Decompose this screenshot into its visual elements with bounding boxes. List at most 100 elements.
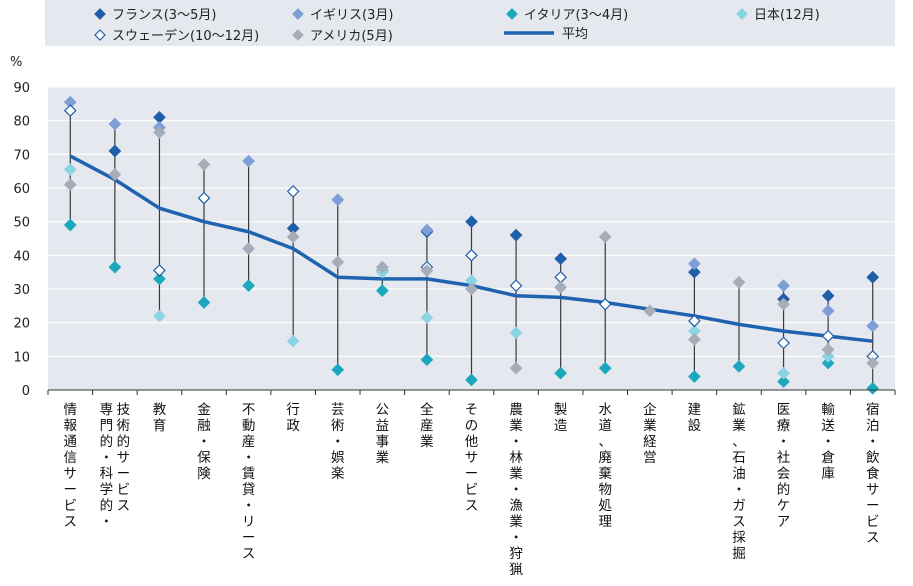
data-point bbox=[420, 223, 434, 237]
legend: フランス(3～5月) イギリス(3月) イタリア(3～4月) 日本(12月) スウェーデ… bbox=[45, 0, 895, 46]
data-point bbox=[420, 264, 434, 277]
category-label: 医療・社会的ケア bbox=[777, 402, 791, 530]
data-point bbox=[420, 353, 434, 367]
category-label: 教育 bbox=[153, 402, 167, 434]
data-point bbox=[688, 265, 701, 279]
data-point bbox=[153, 309, 166, 323]
data-point bbox=[866, 270, 880, 284]
data-point bbox=[821, 349, 835, 363]
data-point bbox=[375, 284, 389, 298]
data-point bbox=[286, 230, 300, 244]
category-label: 輸送・倉庫 bbox=[821, 402, 835, 482]
data-point bbox=[375, 260, 389, 274]
category-label: 公益事業 bbox=[376, 402, 390, 466]
data-point bbox=[108, 168, 122, 181]
category-label: 企業経営 bbox=[643, 401, 657, 466]
data-point bbox=[63, 163, 77, 176]
data-point bbox=[108, 117, 122, 131]
data-point bbox=[465, 373, 478, 387]
data-point bbox=[688, 370, 701, 383]
data-point bbox=[598, 230, 612, 244]
data-point bbox=[63, 178, 77, 191]
data-point bbox=[821, 304, 835, 318]
data-point bbox=[688, 257, 701, 271]
data-points bbox=[63, 95, 880, 395]
data-point bbox=[242, 279, 255, 292]
data-point bbox=[197, 191, 211, 205]
range-lines bbox=[69, 102, 874, 389]
data-point bbox=[286, 334, 300, 348]
data-point bbox=[554, 366, 568, 380]
data-point bbox=[242, 242, 255, 255]
legend-label: アメリカ(5月) bbox=[310, 29, 393, 44]
y-tick-label: 20 bbox=[13, 317, 30, 332]
data-point bbox=[554, 252, 568, 266]
category-label: 専門的・科学的・ bbox=[100, 402, 114, 530]
legend-label: イタリア(3～4月) bbox=[524, 8, 628, 23]
legend-label: 平均 bbox=[562, 27, 588, 42]
y-axis: 0 10 20 30 40 50 60 70 80 90% bbox=[10, 55, 895, 399]
y-tick-label: 10 bbox=[13, 350, 30, 365]
data-point bbox=[63, 218, 77, 232]
data-point bbox=[777, 297, 790, 311]
legend-label: スウェーデン(10～12月) bbox=[112, 28, 259, 44]
legend-swatch-marker bbox=[94, 29, 106, 41]
y-tick-label: 40 bbox=[13, 249, 30, 264]
data-point bbox=[465, 282, 478, 296]
data-point bbox=[286, 185, 300, 198]
category-label: 鉱業、石油・ガス採掘 bbox=[732, 402, 746, 562]
y-tick-label: 90 bbox=[13, 81, 30, 96]
data-point bbox=[866, 319, 880, 333]
data-point bbox=[598, 297, 612, 311]
legend-swatch-marker bbox=[506, 8, 518, 20]
data-point bbox=[688, 314, 701, 328]
data-point bbox=[821, 343, 835, 356]
data-point bbox=[242, 154, 255, 168]
category-label: 行政 bbox=[286, 402, 300, 434]
data-point bbox=[153, 272, 166, 286]
data-point bbox=[688, 333, 701, 346]
data-point bbox=[509, 326, 523, 340]
data-point bbox=[465, 248, 478, 262]
data-point bbox=[63, 104, 77, 117]
y-axis-label: % bbox=[10, 55, 22, 70]
data-point bbox=[866, 381, 880, 395]
data-point bbox=[821, 356, 835, 370]
y-tick-label: 30 bbox=[13, 283, 30, 298]
y-tick-label: 80 bbox=[13, 115, 30, 130]
y-tick-label: 60 bbox=[13, 182, 30, 197]
y-tick-label: 50 bbox=[13, 216, 30, 231]
data-point bbox=[108, 260, 122, 274]
legend-background bbox=[45, 0, 895, 46]
data-point bbox=[420, 311, 434, 324]
legend-label: 日本(12月) bbox=[754, 8, 820, 23]
data-point bbox=[465, 215, 478, 229]
data-point bbox=[821, 289, 835, 303]
category-label: 水道、廃棄物処理 bbox=[598, 402, 612, 530]
data-point bbox=[197, 158, 211, 171]
data-point bbox=[777, 336, 790, 350]
category-label: 技術的サービス bbox=[117, 402, 131, 514]
legend-label: イギリス(3月) bbox=[310, 8, 393, 23]
data-point bbox=[331, 363, 345, 377]
legend-label: フランス(3～5月) bbox=[112, 8, 216, 23]
data-point bbox=[598, 361, 612, 375]
data-point bbox=[777, 375, 790, 388]
data-point bbox=[777, 279, 790, 292]
legend-swatch-marker bbox=[94, 8, 106, 20]
category-label: 芸術・娯楽 bbox=[331, 402, 345, 482]
category-label: 建設 bbox=[688, 402, 702, 434]
data-point bbox=[777, 366, 790, 380]
data-point bbox=[197, 296, 211, 309]
data-point bbox=[732, 275, 746, 289]
category-label: 全産業 bbox=[420, 401, 434, 450]
data-point bbox=[732, 360, 746, 373]
data-point bbox=[153, 126, 166, 139]
category-label: その他サービス bbox=[465, 402, 479, 514]
legend-swatch-marker bbox=[292, 8, 304, 20]
x-axis: 情報通信サービス 専門的・科学的・技術的サービス 教育 金融・保険 不動産・賃貸・リース… bbox=[47, 390, 896, 578]
data-point bbox=[643, 304, 657, 318]
data-point bbox=[554, 280, 568, 294]
data-point bbox=[108, 144, 122, 158]
data-point bbox=[331, 193, 345, 207]
